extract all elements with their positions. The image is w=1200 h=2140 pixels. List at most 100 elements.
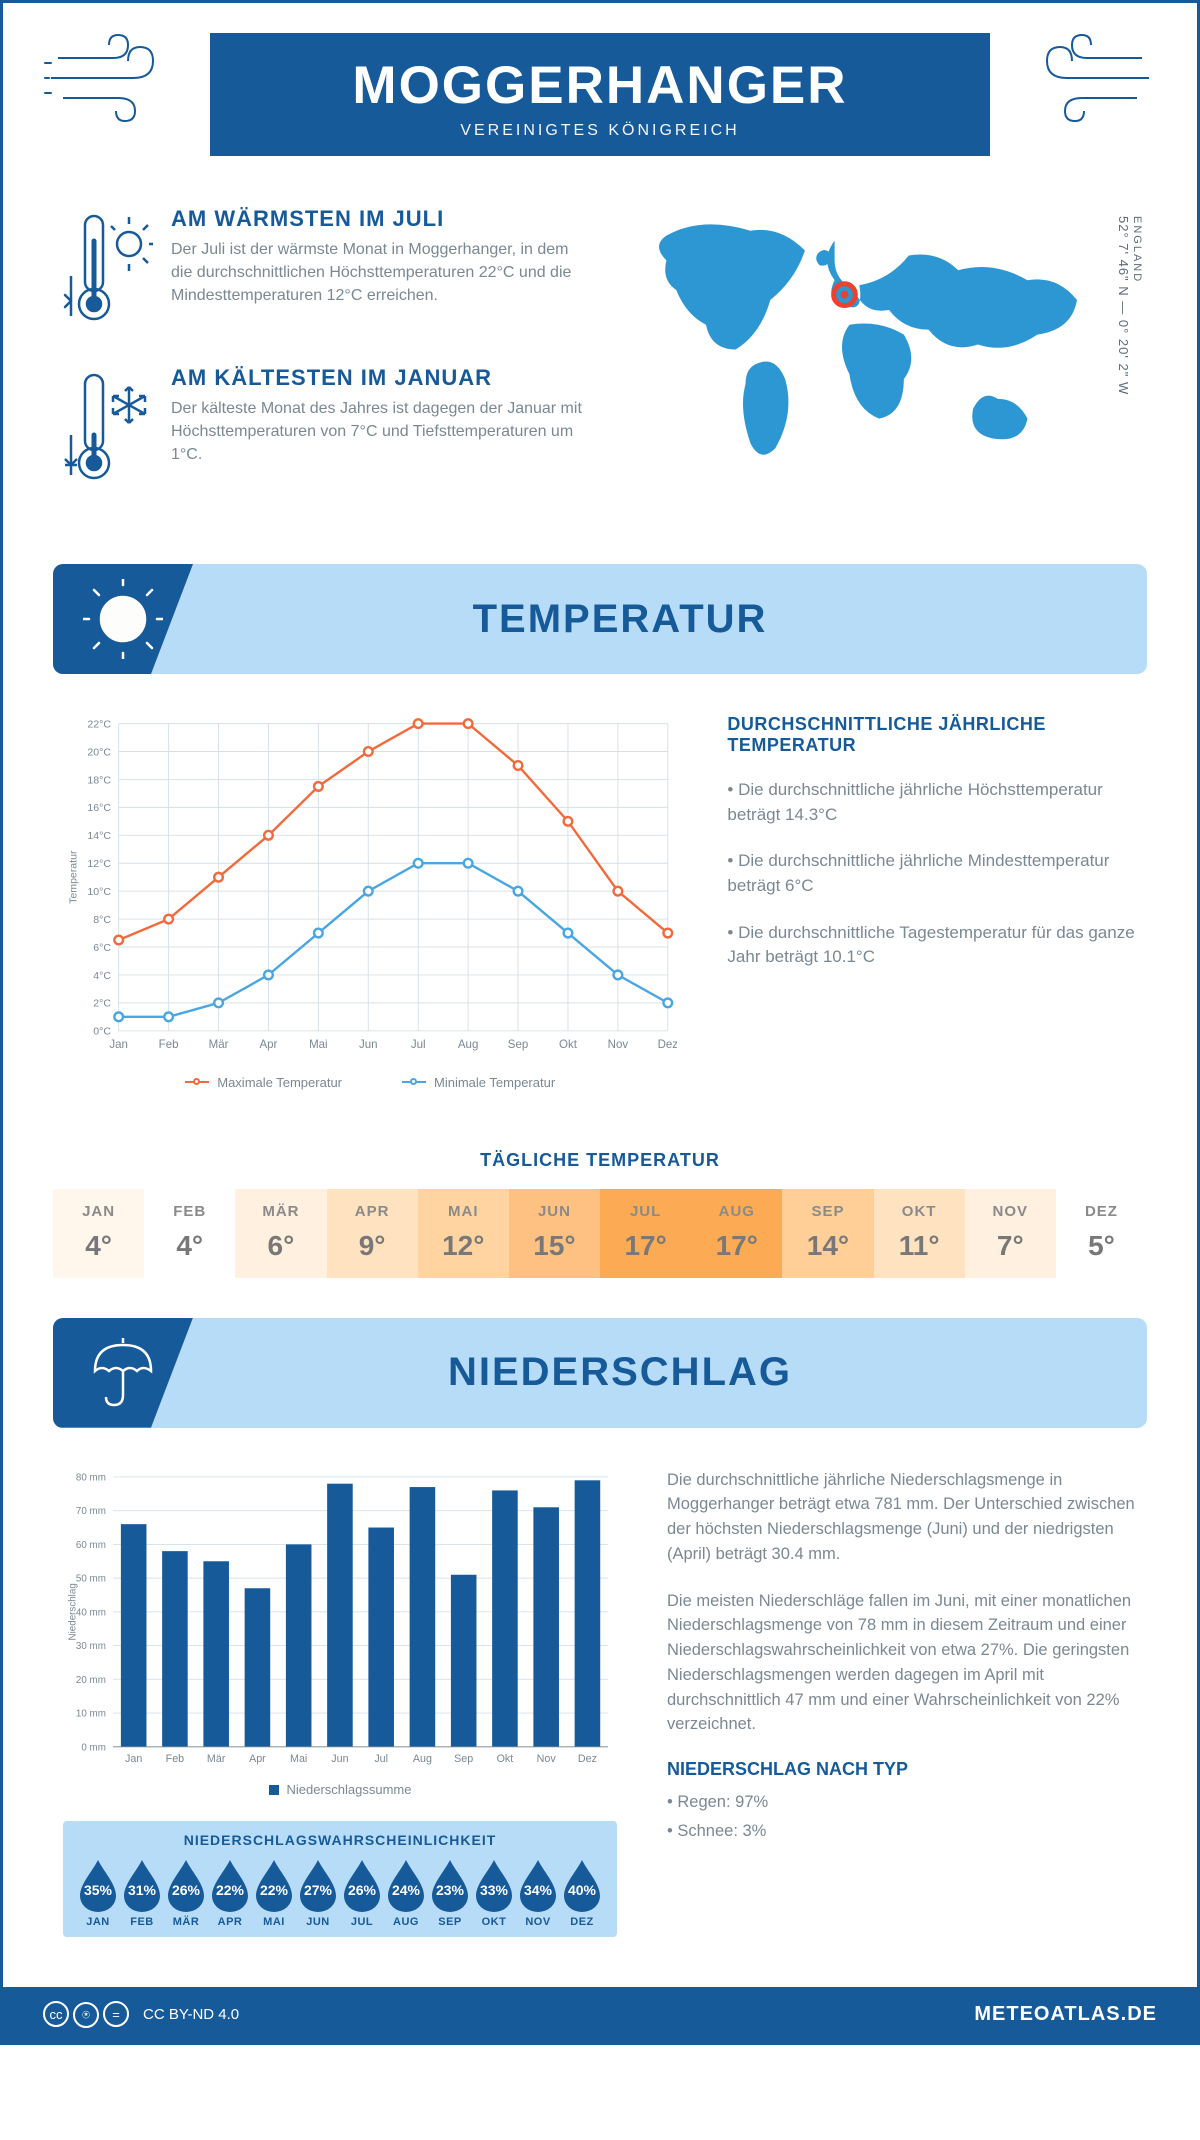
probability-cell: 24% AUG [384, 1858, 428, 1928]
temp-bullet: • Die durchschnittliche jährliche Höchst… [727, 778, 1137, 827]
daily-value: 12° [418, 1230, 509, 1262]
svg-text:0°C: 0°C [93, 1026, 111, 1038]
section-header-temperature: TEMPERATUR [53, 564, 1147, 674]
svg-text:16°C: 16°C [87, 802, 111, 814]
warmest-text: Der Juli ist der wärmste Monat in Mogger… [171, 238, 582, 308]
thermometer-snow-icon [63, 365, 153, 490]
title-ribbon: MOGGERHANGER VEREINIGTES KÖNIGREICH [210, 33, 990, 156]
svg-text:20°C: 20°C [87, 746, 111, 758]
probability-month: DEZ [560, 1916, 604, 1928]
temperature-legend: Maximale Temperatur Minimale Temperatur [63, 1075, 677, 1090]
daily-temperature-row: JAN 4° FEB 4° MÄR 6° APR 9° MAI 12° JUN … [53, 1189, 1147, 1278]
probability-value: 26% [164, 1882, 208, 1898]
daily-value: 9° [327, 1230, 418, 1262]
site-name: METEOATLAS.DE [974, 2003, 1157, 2026]
svg-text:22°C: 22°C [87, 718, 111, 730]
svg-text:12°C: 12°C [87, 858, 111, 870]
drop-icon: 31% [120, 1858, 164, 1912]
daily-cell: JUN 15° [509, 1189, 600, 1278]
probability-cell: 33% OKT [472, 1858, 516, 1928]
license-label: CC BY-ND 4.0 [143, 2006, 239, 2023]
daily-cell: DEZ 5° [1056, 1189, 1147, 1278]
probability-cell: 31% FEB [120, 1858, 164, 1928]
by-icon: ⍟ [73, 2002, 99, 2028]
daily-cell: JUL 17° [600, 1189, 691, 1278]
temp-bullet: • Die durchschnittliche jährliche Mindes… [727, 849, 1137, 898]
probability-month: JUL [340, 1916, 384, 1928]
section-title: TEMPERATUR [193, 597, 1147, 642]
wind-icon [43, 33, 183, 123]
precipitation-body: 0 mm10 mm20 mm30 mm40 mm50 mm60 mm70 mm8… [3, 1458, 1197, 1968]
temp-bullet: • Die durchschnittliche Tagestemperatur … [727, 921, 1137, 970]
legend-min: Minimale Temperatur [402, 1075, 555, 1090]
daily-month: FEB [144, 1203, 235, 1220]
svg-text:30 mm: 30 mm [76, 1641, 106, 1652]
precip-type-title: NIEDERSCHLAG NACH TYP [667, 1759, 1137, 1780]
svg-text:Mai: Mai [290, 1753, 307, 1765]
probability-value: 35% [76, 1882, 120, 1898]
daily-value: 14° [782, 1230, 873, 1262]
svg-text:Okt: Okt [559, 1039, 578, 1051]
probability-month: APR [208, 1916, 252, 1928]
umbrella-icon [53, 1318, 193, 1428]
daily-month: JAN [53, 1203, 144, 1220]
cc-icon: cc [43, 2001, 69, 2027]
coords-label: ENGLAND 52° 7' 46" N — 0° 20' 2" W [1116, 216, 1143, 395]
svg-text:Mai: Mai [309, 1039, 328, 1051]
coldest-text: Der kälteste Monat des Jahres ist dagege… [171, 397, 582, 467]
daily-value: 17° [600, 1230, 691, 1262]
probability-value: 40% [560, 1882, 604, 1898]
daily-value: 11° [874, 1230, 965, 1262]
probability-cell: 23% SEP [428, 1858, 472, 1928]
daily-month: MAI [418, 1203, 509, 1220]
probability-month: MÄR [164, 1916, 208, 1928]
probability-value: 22% [252, 1882, 296, 1898]
svg-text:40 mm: 40 mm [76, 1607, 106, 1618]
probability-month: NOV [516, 1916, 560, 1928]
svg-text:70 mm: 70 mm [76, 1506, 106, 1517]
svg-text:80 mm: 80 mm [76, 1472, 106, 1483]
probability-month: SEP [428, 1916, 472, 1928]
license: cc⍟= CC BY-ND 4.0 [43, 2001, 239, 2028]
probability-value: 33% [472, 1882, 516, 1898]
daily-value: 17° [691, 1230, 782, 1262]
warmest-title: AM WÄRMSTEN IM JULI [171, 206, 582, 232]
svg-text:Apr: Apr [259, 1039, 277, 1051]
world-map: ENGLAND 52° 7' 46" N — 0° 20' 2" W [612, 206, 1137, 524]
probability-value: 34% [516, 1882, 560, 1898]
daily-cell: JAN 4° [53, 1189, 144, 1278]
drop-icon: 22% [208, 1858, 252, 1912]
daily-cell: NOV 7° [965, 1189, 1056, 1278]
probability-value: 26% [340, 1882, 384, 1898]
thermometer-sun-icon [63, 206, 153, 331]
precipitation-info: Die durchschnittliche jährliche Niedersc… [667, 1468, 1137, 1938]
daily-month: JUN [509, 1203, 600, 1220]
svg-text:10 mm: 10 mm [76, 1708, 106, 1719]
daily-value: 4° [53, 1230, 144, 1262]
probability-value: 24% [384, 1882, 428, 1898]
svg-text:Aug: Aug [458, 1039, 478, 1051]
svg-text:Dez: Dez [658, 1039, 678, 1051]
sun-icon [53, 564, 193, 674]
warmest-block: AM WÄRMSTEN IM JULI Der Juli ist der wär… [63, 206, 582, 331]
region-label: ENGLAND [1131, 216, 1143, 389]
drop-icon: 26% [340, 1858, 384, 1912]
svg-text:Nov: Nov [537, 1753, 557, 1765]
daily-month: NOV [965, 1203, 1056, 1220]
legend-max: Maximale Temperatur [185, 1075, 342, 1090]
drop-icon: 33% [472, 1858, 516, 1912]
svg-text:Jul: Jul [374, 1753, 388, 1765]
page-title: MOGGERHANGER [210, 55, 990, 116]
daily-cell: MÄR 6° [235, 1189, 326, 1278]
legend-max-label: Maximale Temperatur [217, 1075, 342, 1090]
svg-text:Mär: Mär [207, 1753, 226, 1765]
daily-month: MÄR [235, 1203, 326, 1220]
daily-value: 15° [509, 1230, 600, 1262]
drop-icon: 23% [428, 1858, 472, 1912]
probability-cell: 22% APR [208, 1858, 252, 1928]
probability-cell: 40% DEZ [560, 1858, 604, 1928]
svg-text:Mär: Mär [209, 1039, 229, 1051]
daily-cell: AUG 17° [691, 1189, 782, 1278]
svg-text:Aug: Aug [413, 1753, 432, 1765]
probability-value: 27% [296, 1882, 340, 1898]
